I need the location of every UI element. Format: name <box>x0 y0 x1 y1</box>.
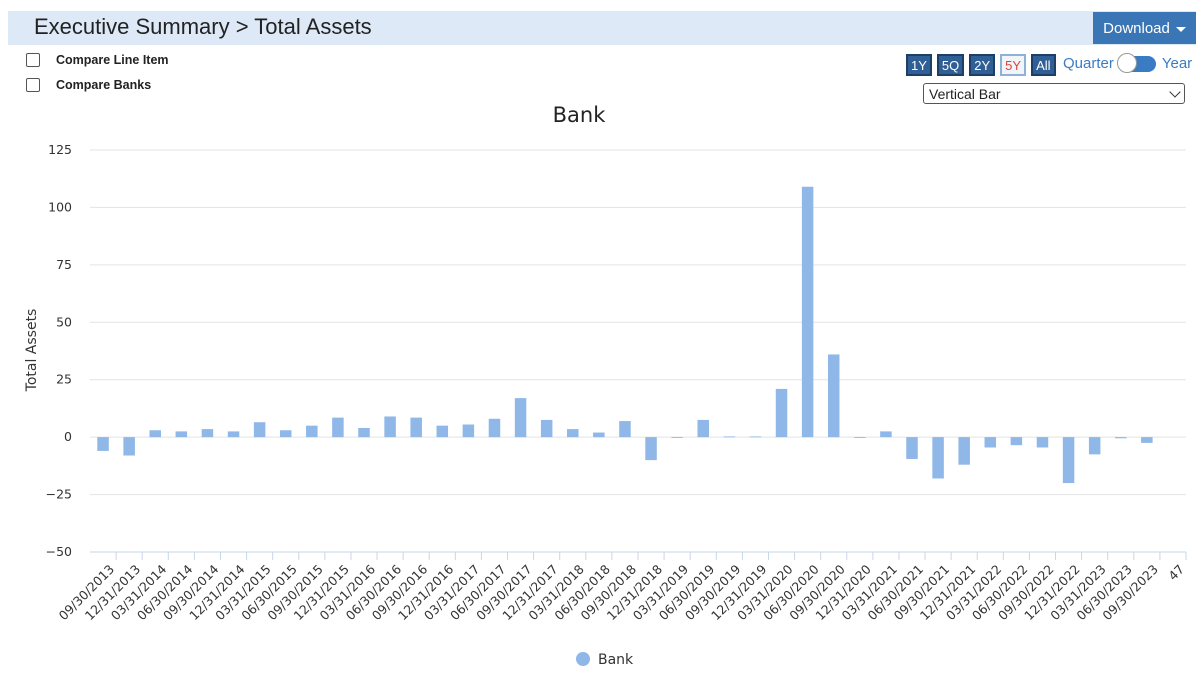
bar[interactable] <box>1062 437 1075 484</box>
chart-type-select[interactable]: Vertical Bar <box>923 83 1185 104</box>
bars <box>97 186 1153 484</box>
x-tick-labels: 09/30/201312/31/201303/31/201406/30/2014… <box>56 552 1187 623</box>
chart-type-value: Vertical Bar <box>929 85 1001 102</box>
bar[interactable] <box>149 430 161 438</box>
bar[interactable] <box>279 430 292 438</box>
bar[interactable] <box>619 421 631 438</box>
bar[interactable] <box>514 398 527 438</box>
y-tick-label: −25 <box>46 487 72 502</box>
range-button-1y[interactable]: 1Y <box>906 54 932 76</box>
bar[interactable] <box>1036 437 1049 448</box>
compare-banks-option[interactable]: Compare Banks <box>26 78 151 92</box>
bar[interactable] <box>880 431 892 438</box>
bar[interactable] <box>97 437 109 451</box>
y-tick-label: 25 <box>56 372 72 387</box>
bar[interactable] <box>410 417 422 438</box>
bar[interactable] <box>358 427 370 438</box>
bar[interactable] <box>1115 437 1127 439</box>
toggle-label-quarter[interactable]: Quarter <box>1063 55 1114 72</box>
bar[interactable] <box>749 436 762 438</box>
legend-label: Bank <box>598 652 634 668</box>
range-button-all[interactable]: All <box>1031 54 1056 76</box>
bar[interactable] <box>827 354 840 438</box>
title-bar: Executive Summary > Total Assets Downloa… <box>8 11 1196 45</box>
bar[interactable] <box>697 419 709 438</box>
bar[interactable] <box>932 437 944 479</box>
download-label: Download <box>1103 19 1170 37</box>
bar[interactable] <box>540 419 553 438</box>
range-button-5y[interactable]: 5Y <box>1000 54 1027 76</box>
compare-banks-label: Compare Banks <box>56 78 152 92</box>
bar[interactable] <box>567 429 579 438</box>
y-tick-label: 125 <box>48 142 72 157</box>
bar[interactable] <box>1088 437 1101 455</box>
caret-down-icon <box>1175 26 1186 32</box>
range-button-5q[interactable]: 5Q <box>936 54 965 76</box>
y-tick-label: 0 <box>64 429 72 444</box>
bar[interactable] <box>253 422 266 438</box>
x-tick-label: 47 <box>1165 562 1187 584</box>
bar[interactable] <box>306 425 318 438</box>
bar[interactable] <box>593 432 605 438</box>
y-axis-title: Total Assets <box>24 309 40 393</box>
bar[interactable] <box>775 388 788 438</box>
grid-layer <box>90 149 1186 553</box>
bar[interactable] <box>436 425 449 438</box>
toggle-knob <box>1116 52 1137 73</box>
compare-line-item-checkbox[interactable] <box>26 53 40 67</box>
y-tick-labels: 125 100 75 50 25 0 −25 −50 <box>46 142 72 559</box>
y-tick-label: 100 <box>48 199 72 214</box>
chart-title: Bank <box>553 103 607 127</box>
y-tick-label: 50 <box>56 314 72 329</box>
legend[interactable]: Bank <box>576 652 634 668</box>
compare-banks-checkbox[interactable] <box>26 78 40 92</box>
bar[interactable] <box>1141 437 1153 443</box>
compare-line-item-label: Compare Line Item <box>56 53 169 67</box>
bar[interactable] <box>462 424 475 438</box>
bar[interactable] <box>645 437 657 461</box>
toggle-label-year[interactable]: Year <box>1161 55 1193 72</box>
bar[interactable] <box>175 431 188 438</box>
bar[interactable] <box>123 437 135 456</box>
period-toggle-switch[interactable] <box>1116 52 1156 73</box>
bar[interactable] <box>488 418 501 438</box>
download-button[interactable]: Download <box>1093 12 1196 44</box>
y-tick-label: −50 <box>46 544 72 559</box>
range-button-group: 1Y 5Q 2Y 5Y All <box>906 54 1056 76</box>
bar[interactable] <box>384 416 396 438</box>
bar[interactable] <box>332 417 344 438</box>
bar[interactable] <box>906 437 918 459</box>
bar[interactable] <box>723 436 736 438</box>
bar[interactable] <box>227 431 240 438</box>
bar[interactable] <box>854 437 866 438</box>
y-tick-label: 75 <box>56 257 72 272</box>
bar[interactable] <box>1010 437 1023 446</box>
compare-line-item-option[interactable]: Compare Line Item <box>26 53 169 67</box>
bar[interactable] <box>958 437 970 465</box>
page-title: Executive Summary > Total Assets <box>34 14 372 39</box>
bar[interactable] <box>671 437 683 438</box>
bar[interactable] <box>801 186 814 438</box>
legend-marker <box>576 652 590 666</box>
bar[interactable] <box>201 429 214 438</box>
range-button-2y[interactable]: 2Y <box>969 54 996 76</box>
period-toggle: Quarter Year <box>1063 52 1193 73</box>
bar[interactable] <box>984 437 997 448</box>
